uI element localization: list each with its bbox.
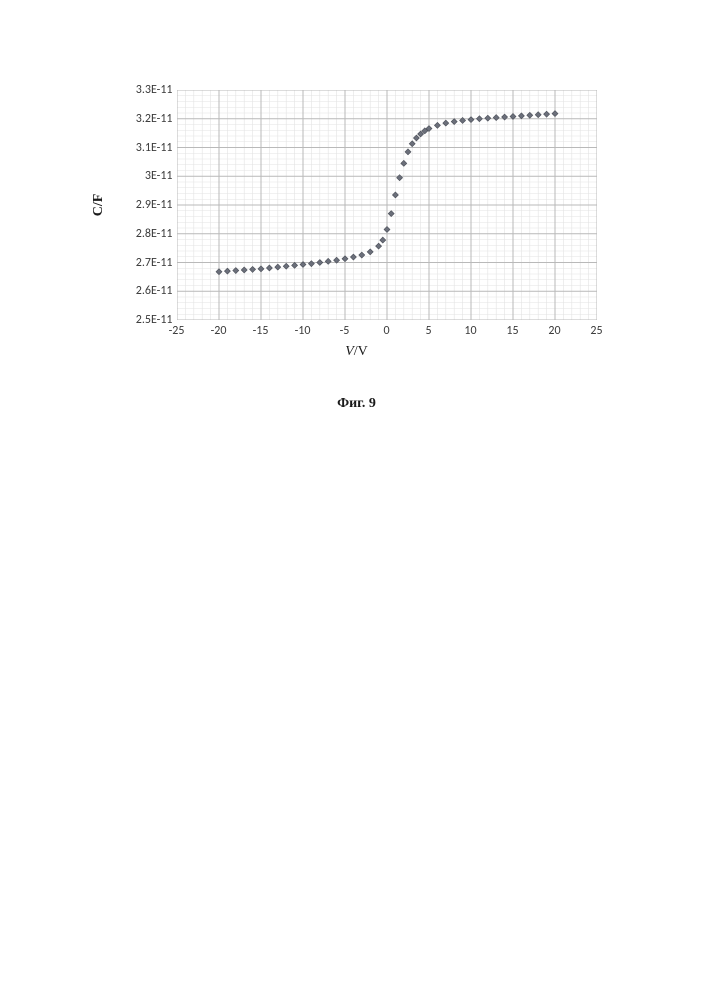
data-marker [451, 119, 457, 125]
data-marker [258, 266, 264, 272]
data-marker [316, 260, 322, 266]
y-axis-label: C/F [91, 194, 107, 217]
data-marker [325, 258, 331, 264]
x-tick-label: -25 [169, 324, 185, 338]
x-tick-label: -5 [340, 324, 350, 338]
data-marker [375, 243, 381, 249]
data-marker [518, 113, 524, 119]
x-tick-label: 0 [383, 324, 389, 338]
data-marker [249, 266, 255, 272]
x-tick-label: 15 [506, 324, 518, 338]
data-marker [476, 116, 482, 122]
data-marker [384, 226, 390, 232]
x-tick-labels: -25-20-15-10-50510152025 [177, 320, 597, 340]
x-tick-label: 10 [464, 324, 476, 338]
plot-area [177, 90, 597, 320]
data-marker [484, 115, 490, 121]
y-tick-label: 3.1E-11 [136, 141, 173, 155]
data-marker [405, 149, 411, 155]
x-tick-label: 20 [548, 324, 560, 338]
x-axis-label-var: V [345, 344, 354, 359]
data-marker [400, 160, 406, 166]
x-tick-label: -10 [295, 324, 311, 338]
x-tick-label: 25 [590, 324, 602, 338]
data-marker [552, 111, 558, 117]
data-marker [379, 237, 385, 243]
x-tick-label: 5 [425, 324, 431, 338]
data-marker [224, 268, 230, 274]
data-marker [308, 261, 314, 267]
data-marker [241, 267, 247, 273]
y-tick-label: 3E-11 [145, 169, 173, 183]
y-tick-label: 2.8E-11 [136, 227, 173, 241]
y-tick-label: 2.9E-11 [136, 198, 173, 212]
data-marker [388, 211, 394, 217]
x-axis-label-unit: /V [354, 344, 368, 359]
y-tick-label: 2.5E-11 [136, 313, 173, 327]
x-tick-label: -15 [253, 324, 269, 338]
y-tick-label: 3.2E-11 [136, 112, 173, 126]
data-marker [392, 192, 398, 198]
data-marker [434, 122, 440, 128]
data-marker [468, 117, 474, 123]
y-tick-labels: 2.5E-112.6E-112.7E-112.8E-112.9E-113E-11… [117, 90, 177, 320]
page: C/F 2.5E-11 2.6E-11 2.7E-11 2.8E-11 2.9E-11 3… [0, 0, 713, 999]
x-tick-label: -20 [211, 324, 227, 338]
y-tick-label: 2.6E-11 [136, 284, 173, 298]
data-marker [358, 252, 364, 258]
data-marker [367, 249, 373, 255]
y-tick-label: 2.7E-11 [136, 256, 173, 270]
data-marker [350, 254, 356, 260]
chart-container: C/F 2.5E-112.6E-112.7E-112.8E-112.9E-113… [117, 90, 597, 360]
figure-caption: Фиг. 9 [0, 396, 713, 412]
data-marker [493, 115, 499, 121]
data-marker [274, 264, 280, 270]
x-axis-label: V/V [117, 344, 597, 360]
data-marker [535, 112, 541, 118]
data-marker [543, 111, 549, 117]
data-marker [396, 175, 402, 181]
data-marker [291, 262, 297, 268]
data-marker [442, 120, 448, 126]
y-tick-label: 3.3E-11 [136, 83, 173, 97]
chart-svg [177, 90, 597, 320]
data-marker [266, 265, 272, 271]
